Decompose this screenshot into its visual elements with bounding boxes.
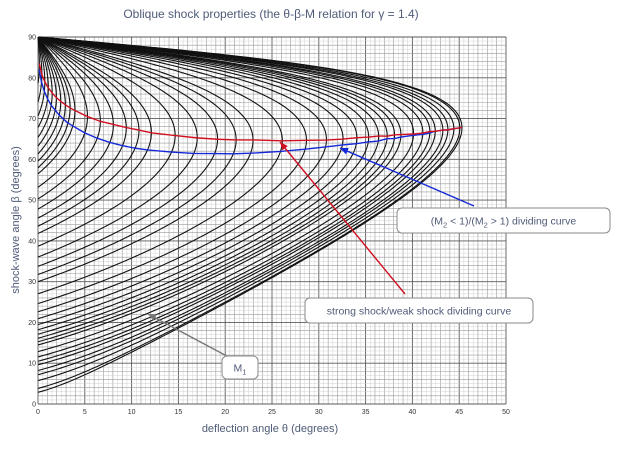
mach-curve [37,36,140,227]
mach-curve [37,36,53,138]
mach-curve [37,36,424,358]
mach-curve [37,36,43,103]
mach-callout-arrow-line [147,313,239,363]
mach-curve [37,36,89,188]
mach-curve [37,36,431,362]
sonic-callout-text-part: (M [431,216,443,228]
x-tick-label: 20 [221,409,229,416]
y-axis-label: shock-wave angle β (degrees) [10,146,22,294]
mach-curve [37,36,415,353]
strongweak-callout-text-part: strong shock/weak shock dividing curve [327,306,512,318]
mach-curve [37,36,114,210]
mach-curve [37,36,283,295]
x-tick-label: 0 [36,409,40,416]
mach-curve [37,36,449,376]
y-tick-label: 20 [28,320,36,327]
x-axis-label: deflection angle θ (degrees) [202,423,338,435]
mach-curve [37,36,308,305]
strong-weak-dividing-curve [38,63,463,142]
mach-callout-box [221,355,259,380]
mach-curve [37,36,344,320]
sonic-callout-text: (M2 < 1)/(M2 > 1) dividing curve [431,216,577,230]
strongweak-callout-text: strong shock/weak shock dividing curve [327,306,512,318]
y-tick-label: 10 [28,361,36,368]
y-tick-label: 60 [28,157,36,164]
mach-curve [37,36,101,200]
strongweak-callout-arrow-head [280,142,288,151]
mach-curve [37,36,463,393]
mach-curve [37,36,62,155]
mach-curve [37,36,358,326]
mach-curve [37,36,461,389]
x-tick-label: 35 [362,409,370,416]
x-tick-label: 40 [409,409,417,416]
sonic-callout-text-part: < 1)/(M [447,216,483,228]
mach-curve [37,36,57,147]
mach-curve [37,36,380,335]
y-tick-label: 90 [28,35,36,42]
y-tick-label: 80 [28,75,36,82]
x-tick-label: 30 [315,409,323,416]
mach-curve [37,36,455,382]
mach-callout-arrow-head [148,314,157,321]
mach-curve [37,36,76,175]
y-tick-label: 70 [28,116,36,123]
y-tick-label: 0 [32,402,36,409]
mach-curve [37,36,444,372]
y-tick-label: 30 [28,279,36,286]
x-tick-label: 5 [83,409,87,416]
x-tick-label: 10 [128,409,136,416]
mach-curve [37,36,370,331]
mach-callout-text-part: 1 [242,368,246,377]
y-tick-label: 50 [28,198,36,205]
mach-curve [37,36,66,162]
sonic-callout-text-part: 2 [484,221,488,230]
mach-curve [37,36,219,267]
x-tick-label: 50 [502,409,510,416]
mach-curve [37,36,396,343]
mach-curve [37,36,198,258]
mach-curve [37,36,402,346]
mach-callout-text-part: M [234,363,243,375]
mach-curve [37,36,152,235]
mach-curve [37,36,388,339]
x-tick-label: 25 [268,409,276,416]
strongweak-callout-arrow-line [279,141,406,295]
mach-curve [37,36,436,366]
sonic-callout-text-part: 2 [443,221,447,230]
chart-title: Oblique shock properties (the θ-β-M rela… [123,7,418,21]
sonic-callout-box [396,207,611,234]
mach-curve [37,36,254,283]
mach-curve [37,36,176,247]
strongweak-callout-box [304,297,534,324]
mach-curve [37,36,71,169]
sonic-callout-text-part: > 1) dividing curve [488,216,577,228]
mach-curve [37,36,327,313]
x-tick-label: 45 [455,409,463,416]
sonic-dividing-curve [38,69,463,155]
mach-curve [37,36,49,128]
mach-curve [37,36,40,84]
mach-curve [37,36,46,117]
sonic-callout-arrow-head [340,147,349,155]
x-tick-label: 15 [175,409,183,416]
mach-callout-text: M1 [234,363,247,377]
sonic-callout-arrow-line [339,147,475,207]
mach-curve [37,36,237,276]
y-tick-label: 40 [28,238,36,245]
